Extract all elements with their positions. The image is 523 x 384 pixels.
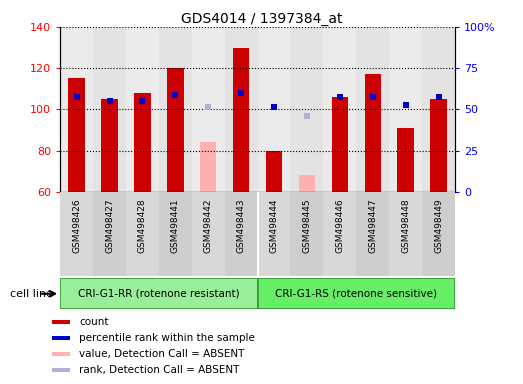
Bar (159, 27, 192, 192)
Bar (290, 192, 323, 276)
Bar (126, 27, 159, 192)
Bar (60, 27, 93, 192)
Bar (52, 320, 70, 324)
Text: CRI-G1-RR (rotenone resistant): CRI-G1-RR (rotenone resistant) (78, 289, 240, 299)
Bar (332, 97, 348, 192)
Bar (397, 128, 414, 192)
Bar (257, 27, 290, 192)
Bar (134, 93, 151, 192)
Bar (126, 192, 159, 276)
Text: GSM498447: GSM498447 (368, 199, 377, 253)
Bar (365, 74, 381, 192)
Text: GSM498444: GSM498444 (269, 199, 279, 253)
Text: GSM498427: GSM498427 (105, 199, 114, 253)
Text: rank, Detection Call = ABSENT: rank, Detection Call = ABSENT (79, 365, 240, 375)
Bar (52, 368, 70, 372)
Bar (299, 175, 315, 192)
Bar (266, 151, 282, 192)
Bar (69, 78, 85, 192)
Text: GSM498448: GSM498448 (401, 199, 410, 253)
Bar (323, 192, 356, 276)
Bar (225, 27, 257, 192)
Bar (167, 68, 184, 192)
Bar (200, 142, 217, 192)
Bar (192, 192, 225, 276)
Text: percentile rank within the sample: percentile rank within the sample (79, 333, 255, 343)
Bar (225, 192, 257, 276)
Bar (60, 278, 257, 309)
Bar (356, 192, 389, 276)
Text: count: count (79, 317, 109, 327)
Bar (290, 27, 323, 192)
Bar (430, 99, 447, 192)
Bar (257, 192, 290, 276)
Bar (52, 352, 70, 356)
Text: GSM498446: GSM498446 (335, 199, 344, 253)
Text: GSM498449: GSM498449 (434, 199, 443, 253)
Bar (389, 27, 422, 192)
Bar (323, 27, 356, 192)
Bar (93, 27, 126, 192)
Bar (422, 27, 455, 192)
Bar (60, 192, 93, 276)
Text: value, Detection Call = ABSENT: value, Detection Call = ABSENT (79, 349, 245, 359)
Bar (93, 192, 126, 276)
Bar (422, 192, 455, 276)
Text: GSM498442: GSM498442 (204, 199, 213, 253)
Text: GSM498428: GSM498428 (138, 199, 147, 253)
Text: GSM498445: GSM498445 (302, 199, 311, 253)
Bar (389, 192, 422, 276)
Text: CRI-G1-RS (rotenone sensitive): CRI-G1-RS (rotenone sensitive) (275, 289, 437, 299)
Bar (52, 336, 70, 340)
Bar (192, 27, 225, 192)
Text: GDS4014 / 1397384_at: GDS4014 / 1397384_at (181, 12, 342, 25)
Bar (101, 99, 118, 192)
Bar (233, 48, 249, 192)
Text: GSM498443: GSM498443 (236, 199, 246, 253)
Bar (159, 192, 192, 276)
Bar (257, 278, 455, 309)
Bar (356, 27, 389, 192)
Text: GSM498426: GSM498426 (72, 199, 81, 253)
Text: GSM498441: GSM498441 (171, 199, 180, 253)
Text: cell line: cell line (10, 289, 53, 299)
